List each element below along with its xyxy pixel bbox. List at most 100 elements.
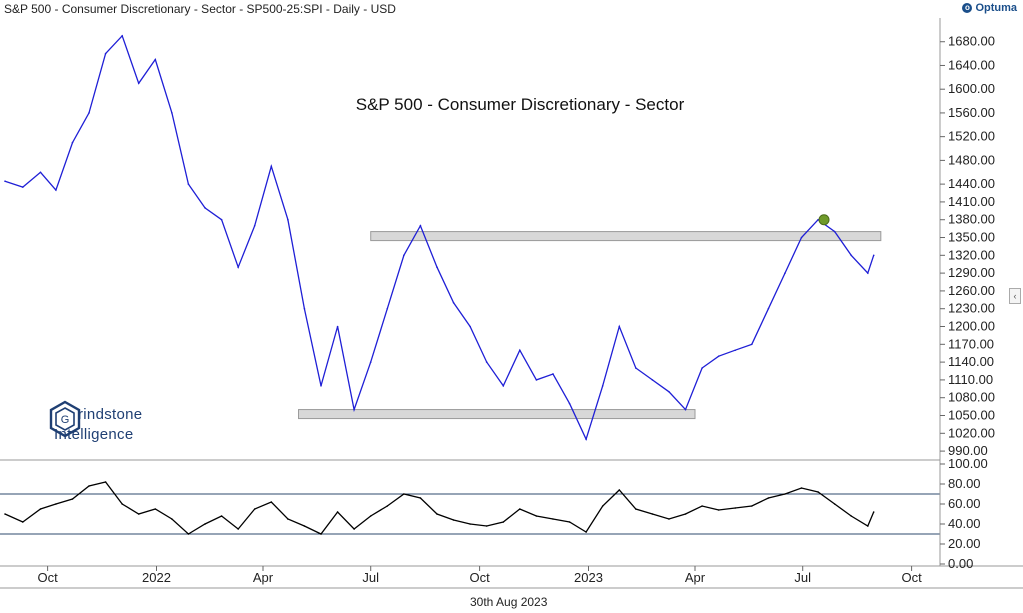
y-tick-label: 1380.00 — [948, 212, 995, 227]
signal-marker[interactable] — [818, 214, 830, 226]
price-point — [303, 307, 306, 310]
price-point — [287, 218, 289, 221]
price-point — [585, 438, 587, 441]
rsi-point — [253, 508, 256, 510]
rsi-point — [237, 528, 239, 530]
watermark-logo: G rindstone Intelligence — [48, 398, 198, 446]
x-tick-label: 2022 — [142, 570, 171, 585]
rsi-point — [668, 518, 670, 520]
price-point — [751, 343, 753, 346]
price-point — [369, 361, 372, 363]
price-point — [21, 186, 24, 188]
price-point — [717, 355, 720, 357]
rsi-point — [867, 525, 869, 527]
rsi-tick-label: 80.00 — [948, 476, 981, 491]
optuma-logo-icon: o — [962, 3, 973, 13]
x-tick-label: Apr — [685, 570, 706, 585]
rsi-point — [701, 505, 703, 507]
price-point — [220, 218, 223, 221]
rsi-point — [121, 503, 123, 505]
y-tick-label: 1520.00 — [948, 129, 995, 144]
price-zone-band[interactable] — [298, 409, 696, 420]
collapse-panel-button[interactable]: ‹ — [1009, 288, 1021, 304]
price-point — [651, 379, 654, 381]
rsi-point — [55, 503, 57, 505]
price-point — [187, 183, 190, 185]
y-tick-label: 1320.00 — [948, 247, 995, 262]
price-panel[interactable] — [4, 34, 882, 442]
y-tick-label: 1480.00 — [948, 152, 995, 167]
price-point — [419, 224, 422, 227]
price-point — [850, 254, 853, 257]
y-tick-label: 1440.00 — [948, 176, 995, 191]
price-point — [55, 189, 57, 191]
rsi-tick-label: 20.00 — [948, 536, 981, 551]
price-point — [668, 390, 670, 393]
rsi-point — [767, 497, 770, 499]
rsi-point — [585, 531, 587, 533]
y-tick-label: 1170.00 — [948, 336, 994, 351]
rsi-point — [519, 508, 521, 510]
rsi-point — [872, 511, 875, 513]
price-point — [4, 180, 6, 182]
price-point — [800, 236, 803, 239]
y-tick-label: 1640.00 — [948, 57, 995, 72]
price-point — [552, 373, 554, 375]
price-point — [104, 52, 107, 55]
rsi-point — [320, 533, 322, 535]
rsi-point — [452, 519, 455, 521]
y-tick-label: 1200.00 — [948, 319, 995, 334]
rsi-point — [436, 513, 438, 515]
price-point — [88, 112, 90, 114]
price-point — [872, 254, 875, 257]
price-point — [684, 408, 687, 411]
price-point — [469, 325, 471, 328]
price-point — [833, 230, 836, 233]
rsi-point — [833, 503, 836, 505]
rsi-point — [717, 509, 720, 511]
rsi-point — [21, 521, 24, 523]
price-series-line[interactable] — [4, 34, 875, 442]
rsi-tick-label: 100.00 — [948, 456, 988, 471]
price-point — [701, 367, 703, 369]
cursor-date: 30th Aug 2023 — [470, 595, 548, 609]
rsi-series-line[interactable] — [4, 481, 875, 535]
brand-label: Optuma — [975, 2, 1017, 14]
price-point — [71, 141, 74, 144]
price-point — [535, 379, 538, 381]
y-tick-label: 1290.00 — [948, 265, 995, 280]
rsi-point — [751, 505, 753, 507]
rsi-point — [535, 515, 538, 517]
price-point — [502, 385, 505, 387]
price-point — [253, 224, 256, 227]
oscillator-panel[interactable] — [0, 481, 940, 535]
rsi-point — [369, 515, 372, 517]
rsi-tick-label: 40.00 — [948, 516, 981, 531]
y-tick-label: 1410.00 — [948, 194, 995, 209]
x-tick-label: Jul — [794, 570, 811, 585]
price-point — [767, 307, 770, 310]
rsi-point — [171, 518, 173, 520]
rsi-point — [734, 507, 737, 509]
x-tick-label: Apr — [253, 570, 274, 585]
price-zone-band[interactable] — [370, 231, 882, 242]
price-point — [784, 272, 786, 274]
x-tick-label: 2023 — [574, 570, 603, 585]
price-point — [204, 207, 206, 209]
watermark-line1: rindstone — [78, 406, 143, 423]
y-tick-label: 1110.00 — [948, 372, 993, 387]
y-tick-label: 1080.00 — [948, 390, 995, 405]
y-tick-label: 1140.00 — [948, 354, 994, 369]
rsi-point — [104, 481, 107, 483]
rsi-point — [635, 508, 637, 510]
price-point — [39, 171, 42, 174]
rsi-point — [154, 508, 157, 510]
price-point — [353, 408, 355, 411]
y-tick-label: 1560.00 — [948, 105, 995, 120]
rsi-point — [4, 513, 6, 515]
rsi-point — [39, 508, 42, 510]
hexagon-logo-icon: G — [49, 400, 81, 438]
rsi-point — [502, 521, 505, 523]
